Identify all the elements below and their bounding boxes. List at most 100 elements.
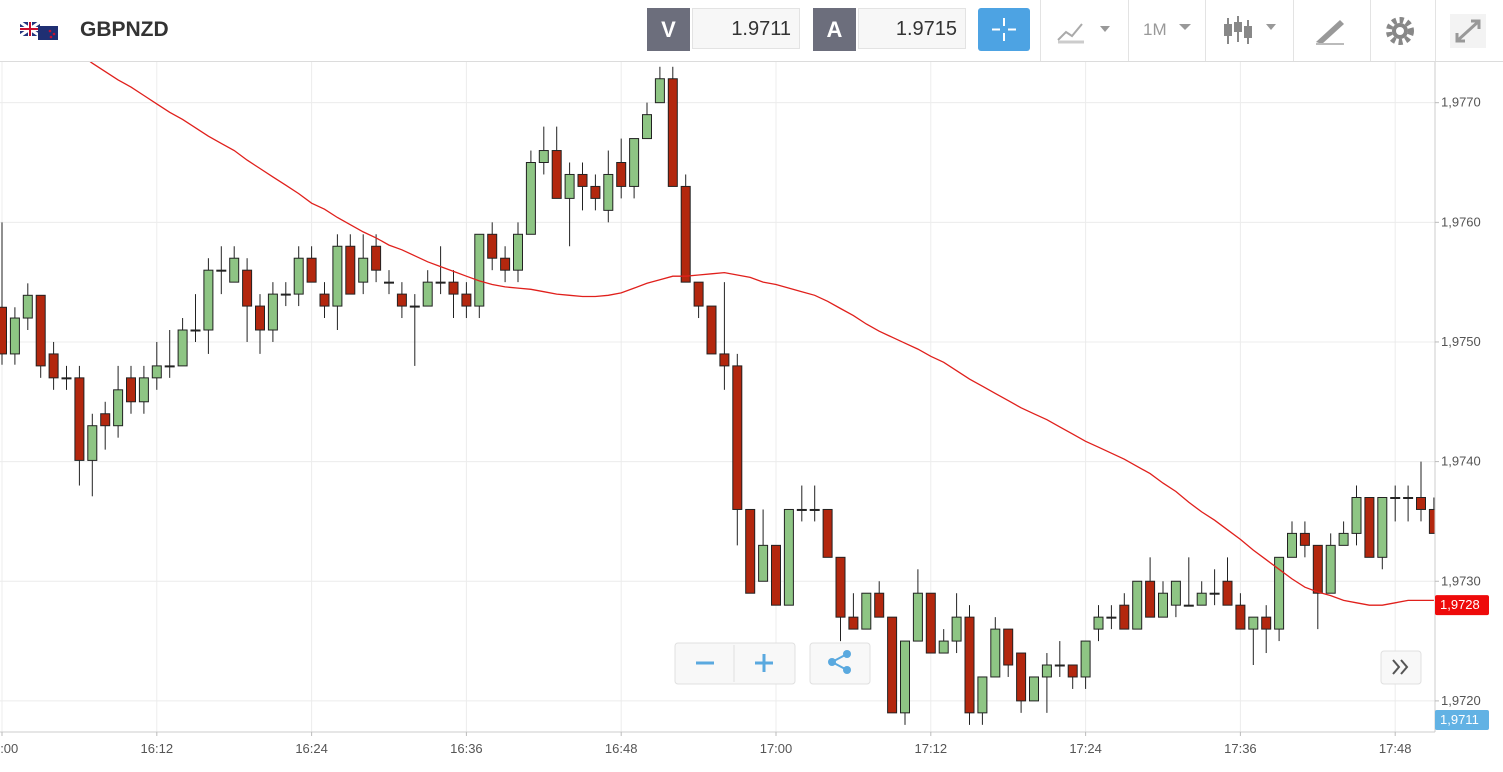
candle-body [1416,497,1426,510]
candle-body [113,389,124,427]
candle-body [1067,664,1078,678]
candle-body [1274,556,1285,630]
candle-body [900,640,910,714]
candle-body [1132,580,1143,630]
candle-body [396,293,407,307]
symbol: GBPNZD [80,18,169,41]
x-tick-label: 17:00 [760,741,793,756]
candle-body [1261,616,1272,630]
candle-body [1299,532,1310,546]
x-tick-label: 16:36 [450,741,483,756]
x-tick-label: 16:24 [295,741,328,756]
candle-body [332,245,343,307]
y-tick-label: 1,9740 [1441,454,1481,469]
candle-body [22,294,33,319]
candle-body [590,185,601,199]
candle-body [203,269,214,331]
ma-price-tag [1435,595,1489,616]
chart: 1,9720 1,9730 1,9740 1,9750 1,9760 1,9770 16:0… [0,62,1489,756]
candle-body [1080,640,1091,678]
candle-body [938,640,949,654]
candle-body [1377,497,1388,558]
candle-body [1016,652,1027,702]
candle-body [216,269,227,272]
candle-body [1209,592,1220,595]
candle-body [1325,544,1336,594]
zoom-in[interactable] [755,654,773,672]
candle-body [0,306,7,355]
candle-body [293,257,304,295]
candle-body [1248,616,1259,630]
candle-body [164,365,175,368]
candle-body [74,377,85,461]
candle-body [1145,580,1156,618]
flags [20,22,58,40]
candle-body [629,138,640,187]
candle-body [190,329,201,332]
candle-body [848,616,859,630]
y-tick-label: 1,9720 [1441,693,1481,708]
candle-body [577,173,588,187]
share-button[interactable] [828,650,851,674]
candle-body [1003,628,1014,666]
candle-body [783,508,794,606]
drawing-button[interactable] [1314,16,1346,46]
candle-body [1222,580,1233,606]
candle-body [1312,544,1323,594]
candle-type-button[interactable] [1222,14,1282,48]
candle-body [1054,664,1065,667]
candle-body [564,173,575,199]
candle-body [384,281,394,284]
candle-body [745,508,756,594]
candle-body [422,281,433,307]
candle-body [719,353,730,367]
toolbar: GBPNZD V 1.9711 A 1.9715 1M [0,0,1503,62]
candle-body [1196,592,1207,606]
candle-body [732,365,743,510]
candle-body [1428,508,1435,534]
timeframe-caret[interactable] [1176,20,1196,40]
candle-body [87,425,98,461]
candle-body [461,293,472,307]
fullscreen-button[interactable] [1450,14,1486,48]
candle-body [1235,604,1246,630]
candle-body [345,245,356,295]
candle-body [280,293,291,296]
candle-body [1364,497,1375,558]
scroll-end[interactable] [1392,659,1409,675]
candle-body [409,305,420,308]
candle-body [48,353,59,379]
candle-body [990,628,1001,678]
crosshair-button[interactable] [978,8,1030,51]
buy-price[interactable]: 1.9715 [858,8,966,49]
candle-body [977,676,988,714]
candle-body [1041,664,1052,678]
candle-body [1287,532,1297,558]
y-tick-label: 1,9760 [1441,214,1481,229]
candle-body [1338,532,1349,546]
candle-body [616,162,627,187]
buy-label[interactable]: A [813,8,856,51]
candle-body [1403,497,1414,499]
candle-body [306,257,317,283]
chart-type-button[interactable] [1056,18,1116,44]
sell-price[interactable]: 1.9711 [692,8,800,49]
candle-body [551,150,562,199]
settings-button[interactable] [1384,15,1416,47]
x-tick-label: 17:12 [915,741,948,756]
candle-body [448,281,459,295]
candle-body [177,329,188,367]
candle-body [9,317,20,355]
y-tick-label: 1,9770 [1441,95,1481,110]
candle-body [887,616,898,714]
moving-average [89,62,1434,606]
candle-body [138,377,149,403]
candle-body [1119,604,1130,630]
candle-body [538,150,549,164]
sell-label[interactable]: V [647,8,690,51]
timeframe[interactable]: 1M [1143,20,1167,39]
ma-price-tag-label: 1,9728 [1440,597,1480,612]
candle-body [642,114,652,140]
bid-price-tag-label: 1,9711 [1440,712,1479,727]
candle-body [371,245,382,271]
